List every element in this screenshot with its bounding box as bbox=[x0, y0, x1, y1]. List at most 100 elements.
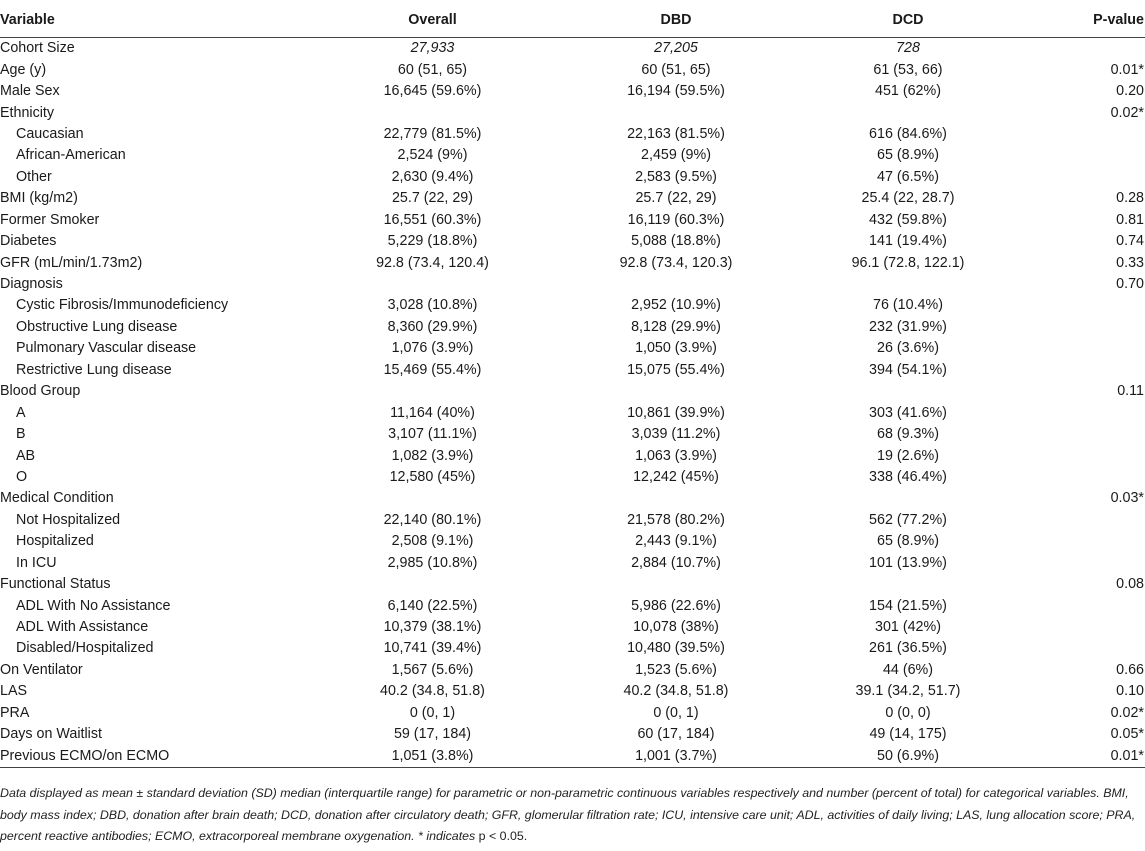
cell-pvalue: 0.01* bbox=[1024, 745, 1145, 768]
cell-overall: 22,779 (81.5%) bbox=[383, 125, 482, 142]
cell-dbd: 0 (0, 1) bbox=[653, 704, 699, 721]
table-row: Male Sex 16,645 (59.6%) 16,194 (59.5%) 451 … bbox=[0, 81, 1145, 102]
cell-dcd: 141 (19.4%) bbox=[869, 233, 947, 250]
table-row: PRA 0 (0, 1) 0 (0, 1) 0 (0, 0) 0.02* bbox=[0, 703, 1145, 724]
footnote-main: Data displayed as mean ± standard deviat… bbox=[0, 786, 1136, 843]
cell-dbd: 1,001 (3.7%) bbox=[560, 745, 792, 768]
cell-dcd: 432 (59.8%) bbox=[869, 211, 947, 228]
cell-overall: 1,051 (3.8%) bbox=[305, 745, 560, 768]
cell-pvalue bbox=[1024, 295, 1145, 316]
cell-pvalue bbox=[1024, 338, 1145, 359]
cell-overall: 1,076 (3.9%) bbox=[391, 340, 474, 357]
cell-dbd: 2,459 (9%) bbox=[641, 147, 711, 164]
cell-dcd: 562 (77.2%) bbox=[869, 511, 947, 528]
cell-overall: 92.8 (73.4, 120.4) bbox=[376, 254, 489, 271]
cell-dcd bbox=[792, 488, 1024, 509]
row-label: Diagnosis bbox=[0, 276, 63, 293]
row-label: A bbox=[16, 404, 26, 421]
table-row: Functional Status 0.08 bbox=[0, 574, 1145, 595]
table-row: Other 2,630 (9.4%) 2,583 (9.5%) 47 (6.5%) bbox=[0, 167, 1145, 188]
row-label: Obstructive Lung disease bbox=[16, 318, 178, 335]
cell-pvalue bbox=[1024, 638, 1145, 659]
table-row: Hospitalized 2,508 (9.1%) 2,443 (9.1%) 65 (… bbox=[0, 531, 1145, 552]
cell-pvalue: 0.08 bbox=[1116, 576, 1144, 593]
cell-dcd: 154 (21.5%) bbox=[869, 597, 947, 614]
cell-dcd: 451 (62%) bbox=[875, 83, 941, 100]
table-row: Previous ECMO/on ECMO 1,051 (3.8%) 1,001 (… bbox=[0, 745, 1145, 768]
cell-dbd: 25.7 (22, 29) bbox=[635, 190, 717, 207]
table-footnote: Data displayed as mean ± standard deviat… bbox=[0, 783, 1140, 848]
row-label: Previous ECMO/on ECMO bbox=[0, 745, 305, 768]
table-row: Restrictive Lung disease 15,469 (55.4%) 15… bbox=[0, 360, 1145, 381]
cell-overall bbox=[305, 102, 560, 123]
row-label: B bbox=[16, 426, 26, 443]
cell-dbd: 5,986 (22.6%) bbox=[631, 597, 721, 614]
cell-dcd: 0 (0, 0) bbox=[885, 704, 931, 721]
cell-dbd bbox=[560, 274, 792, 295]
row-label: In ICU bbox=[16, 554, 57, 571]
cell-dcd: 39.1 (34.2, 51.7) bbox=[855, 683, 961, 700]
table-header-row: Variable Overall DBD DCD P-value bbox=[0, 5, 1145, 38]
table-row: GFR (mL/min/1.73m2) 92.8 (73.4, 120.4) 92.… bbox=[0, 252, 1145, 273]
cell-overall: 0 (0, 1) bbox=[409, 704, 456, 721]
row-label: Diabetes bbox=[0, 233, 57, 250]
row-label: GFR (mL/min/1.73m2) bbox=[0, 254, 143, 271]
cell-dbd: 16,119 (60.3%) bbox=[627, 211, 725, 228]
cell-dcd bbox=[792, 381, 1024, 402]
table-row: Obstructive Lung disease 8,360 (29.9%) 8,1… bbox=[0, 317, 1145, 338]
row-label: Pulmonary Vascular disease bbox=[16, 340, 197, 357]
table-row: Days on Waitlist 59 (17, 184) 60 (17, 184)… bbox=[0, 724, 1145, 745]
cell-overall: 2,985 (10.8%) bbox=[387, 554, 478, 571]
cell-dbd bbox=[560, 488, 792, 509]
cell-dbd: 1,063 (3.9%) bbox=[635, 447, 717, 464]
cohort-characteristics-table: Variable Overall DBD DCD P-value Cohort … bbox=[0, 5, 1145, 768]
row-label: Cohort Size bbox=[0, 40, 75, 57]
cell-overall: 3,028 (10.8%) bbox=[387, 297, 478, 314]
row-label: PRA bbox=[0, 704, 30, 721]
cell-pvalue bbox=[1024, 617, 1145, 638]
cell-overall: 1,567 (5.6%) bbox=[391, 661, 474, 678]
table-row: Not Hospitalized 22,140 (80.1%) 21,578 (80… bbox=[0, 510, 1145, 531]
table-row: Age (y) 60 (51, 65) 60 (51, 65) 61 (53, 66)… bbox=[0, 59, 1145, 80]
row-label: Other bbox=[16, 168, 52, 185]
cell-dbd: 60 (51, 65) bbox=[641, 61, 711, 78]
cell-pvalue bbox=[1024, 510, 1145, 531]
cell-dbd: 22,163 (81.5%) bbox=[627, 125, 725, 142]
cell-dcd bbox=[792, 574, 1024, 595]
cell-pvalue: 0.02* bbox=[1110, 104, 1144, 121]
cell-pvalue: 0.10 bbox=[1116, 683, 1144, 700]
cell-pvalue: 0.05* bbox=[1110, 726, 1144, 743]
table-row: Cohort Size 27,933 27,205 728 bbox=[0, 38, 1145, 60]
cell-dcd bbox=[792, 102, 1024, 123]
cell-overall: 16,551 (60.3%) bbox=[383, 211, 482, 228]
table-row: Ethnicity 0.02* bbox=[0, 102, 1145, 123]
cell-dbd: 10,480 (39.5%) bbox=[627, 640, 725, 657]
cell-overall: 22,140 (80.1%) bbox=[383, 511, 482, 528]
cell-overall: 2,508 (9.1%) bbox=[391, 533, 474, 550]
table-row: Diabetes 5,229 (18.8%) 5,088 (18.8%) 141 (1… bbox=[0, 231, 1145, 252]
cell-dbd: 1,050 (3.9%) bbox=[635, 340, 717, 357]
cell-overall: 59 (17, 184) bbox=[393, 726, 472, 743]
cell-dbd: 12,242 (45%) bbox=[633, 468, 719, 485]
cell-dbd bbox=[560, 574, 792, 595]
cell-pvalue bbox=[1024, 317, 1145, 338]
cell-pvalue bbox=[1024, 553, 1145, 574]
cell-dbd: 10,078 (38%) bbox=[633, 619, 719, 636]
cell-pvalue bbox=[1024, 124, 1145, 145]
cell-overall: 60 (51, 65) bbox=[397, 61, 468, 78]
cell-pvalue bbox=[1024, 402, 1145, 423]
table-row: ADL With Assistance 10,379 (38.1%) 10,078 … bbox=[0, 617, 1145, 638]
cell-pvalue: 0.70 bbox=[1116, 276, 1144, 293]
cell-pvalue: 0.74 bbox=[1116, 233, 1144, 250]
table-row: BMI (kg/m2) 25.7 (22, 29) 25.7 (22, 29) 25.… bbox=[0, 188, 1145, 209]
table-row: Blood Group 0.11 bbox=[0, 381, 1145, 402]
row-label: Days on Waitlist bbox=[0, 726, 102, 743]
cell-pvalue: 0.03* bbox=[1110, 490, 1144, 507]
cell-overall bbox=[305, 274, 560, 295]
cell-pvalue bbox=[1024, 424, 1145, 445]
cell-pvalue: 0.66 bbox=[1116, 661, 1144, 678]
cell-dcd: 26 (3.6%) bbox=[877, 340, 939, 357]
cell-overall: 11,164 (40%) bbox=[390, 404, 475, 421]
cell-dbd: 2,443 (9.1%) bbox=[635, 533, 717, 550]
